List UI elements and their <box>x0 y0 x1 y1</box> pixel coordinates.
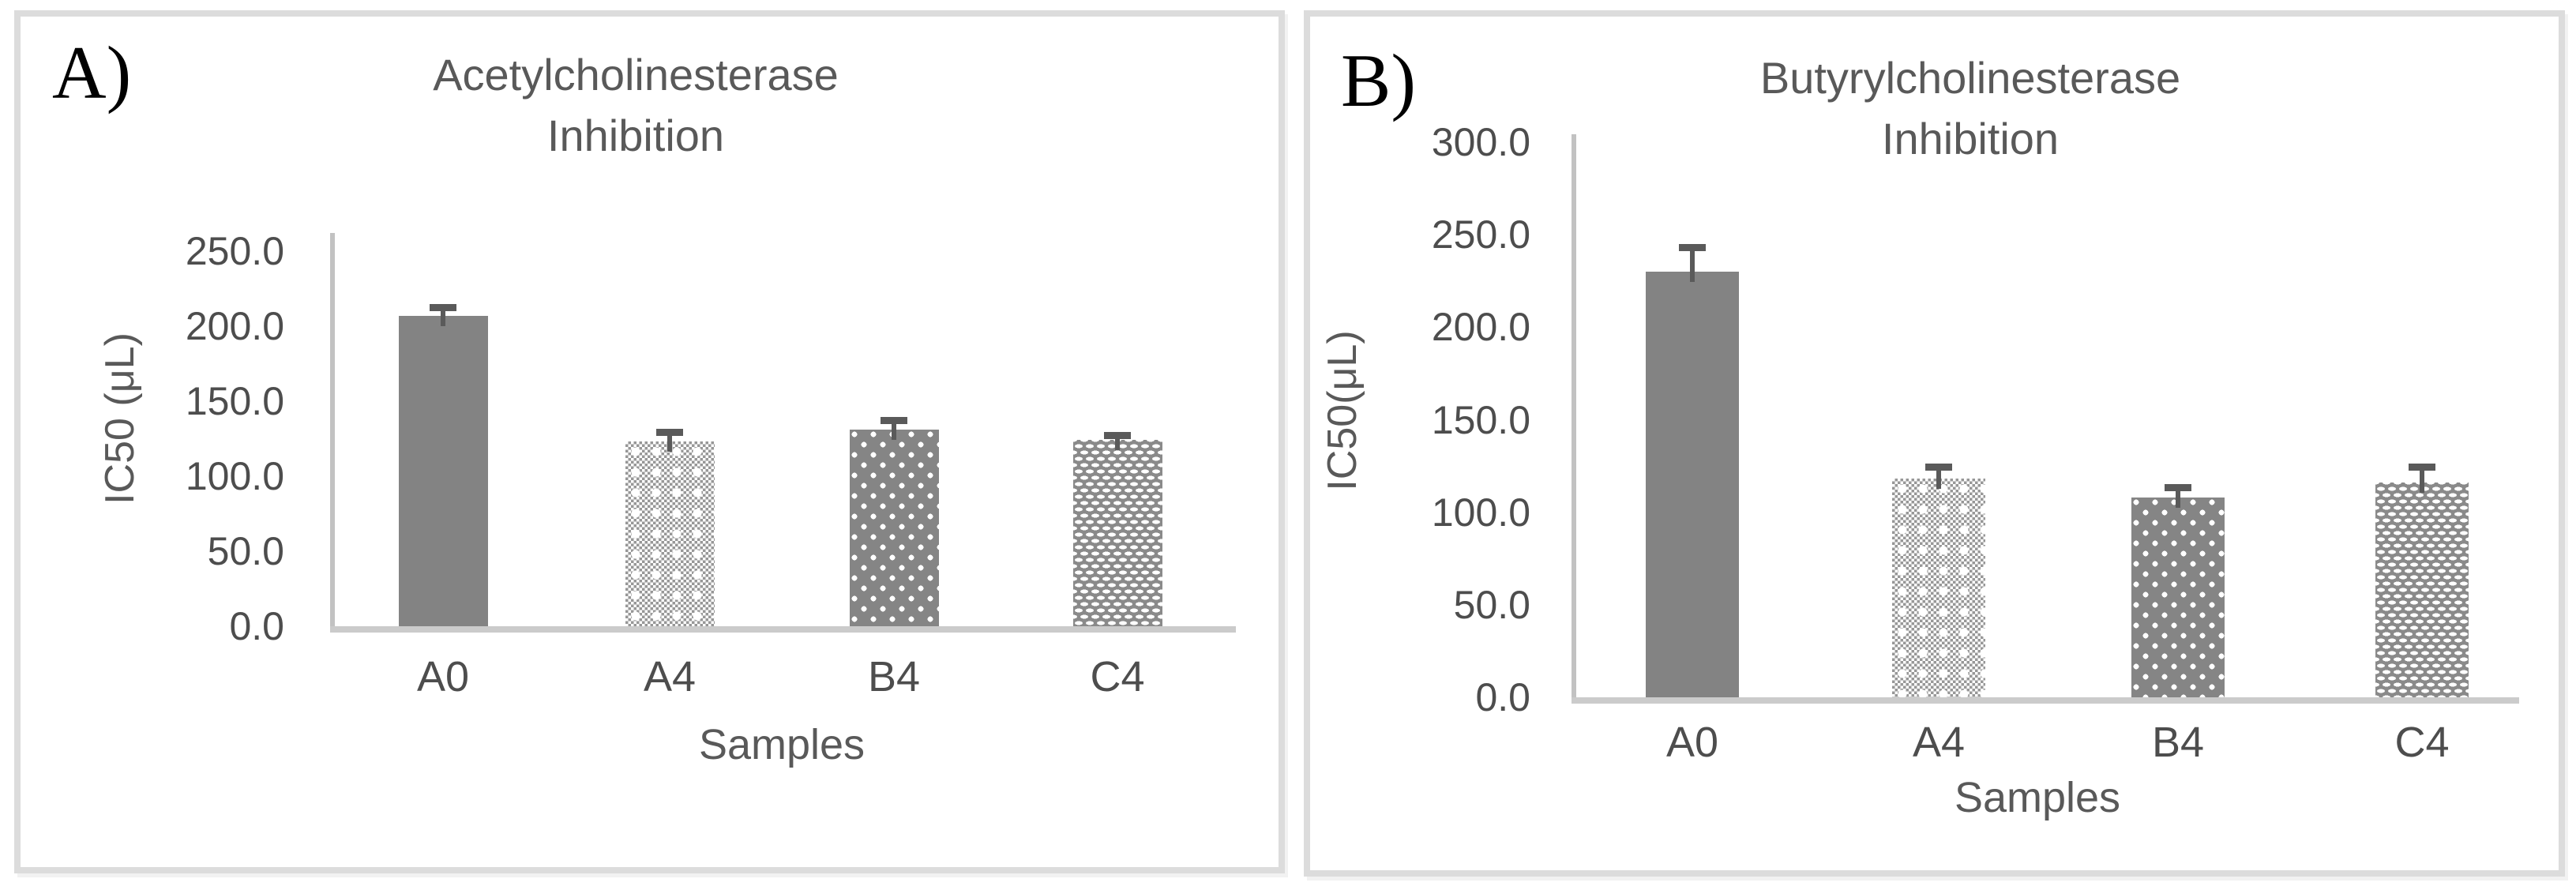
x-category-label: C4 <box>1090 653 1145 700</box>
error-bar-stem <box>441 310 445 326</box>
y-tick-label: 150.0 <box>1431 397 1530 442</box>
y-axis-line <box>330 233 335 633</box>
y-tick-label: 300.0 <box>1431 120 1530 164</box>
y-tick-label: 50.0 <box>207 529 284 573</box>
y-tick-label: 100.0 <box>1431 490 1530 535</box>
y-axis-line <box>1572 134 1576 704</box>
bar-A4 <box>1892 479 1985 697</box>
bar-B4 <box>849 430 939 626</box>
bar-C4 <box>1072 440 1162 626</box>
y-tick-label: 150.0 <box>185 379 284 423</box>
bar-A0 <box>398 315 488 626</box>
bar-A4 <box>625 441 715 626</box>
y-tick-label: 50.0 <box>1453 582 1530 627</box>
error-bar-cap <box>1925 464 1952 471</box>
x-category-label: C4 <box>2394 719 2450 766</box>
panel-b-label: B) <box>1341 39 1416 122</box>
error-bar-stem <box>1115 437 1120 451</box>
panel-b-frame <box>1304 10 2565 877</box>
chart-b-title-line1: Butyrylcholinesterase <box>1759 53 2181 103</box>
error-bar-cap <box>430 304 456 312</box>
error-bar-stem <box>1936 470 1941 490</box>
y-tick-label: 250.0 <box>1431 212 1530 257</box>
y-tick-label: 200.0 <box>1431 305 1530 350</box>
error-bar-cap <box>2409 464 2435 471</box>
chart-b-title: Butyrylcholinesterase Inhibition <box>1615 47 2326 169</box>
x-category-label: A4 <box>643 653 697 700</box>
bar-B4 <box>2131 497 2225 697</box>
error-bar-stem <box>892 422 896 441</box>
error-bar-cap <box>1104 431 1131 439</box>
x-axis-line <box>1572 697 2519 704</box>
x-category-label: A4 <box>1912 719 1966 766</box>
x-axis-line <box>330 626 1236 633</box>
bar-A0 <box>1646 272 1739 697</box>
x-category-label: B4 <box>867 653 921 700</box>
error-bar-cap <box>656 428 683 436</box>
error-bar-stem <box>1690 250 1695 283</box>
error-bar-cap <box>2165 484 2191 492</box>
error-bar-cap <box>1679 243 1706 251</box>
chart-a-x-axis-title: Samples <box>698 721 866 768</box>
panel-a-label: A) <box>52 31 132 115</box>
error-bar-stem <box>2420 470 2424 494</box>
x-category-label: B4 <box>2151 719 2205 766</box>
y-tick-label: 100.0 <box>185 454 284 498</box>
chart-b-title-line2: Inhibition <box>1881 114 2060 163</box>
y-tick-label: 0.0 <box>1475 675 1530 719</box>
y-tick-label: 0.0 <box>229 604 284 648</box>
y-tick-label: 200.0 <box>185 304 284 348</box>
chart-a-title-line1: Acetylcholinesterase <box>433 50 839 100</box>
bar-C4 <box>2375 483 2469 697</box>
x-category-label: A0 <box>416 653 470 700</box>
error-bar-cap <box>881 416 907 424</box>
error-bar-stem <box>2176 490 2180 508</box>
chart-b-x-axis-title: Samples <box>1954 774 2121 821</box>
y-tick-label: 250.0 <box>185 229 284 273</box>
x-category-label: A0 <box>1665 719 1719 766</box>
chart-a-title-line2: Inhibition <box>546 111 725 160</box>
error-bar-stem <box>667 434 672 453</box>
chart-a-title: Acetylcholinesterase Inhibition <box>280 44 991 166</box>
